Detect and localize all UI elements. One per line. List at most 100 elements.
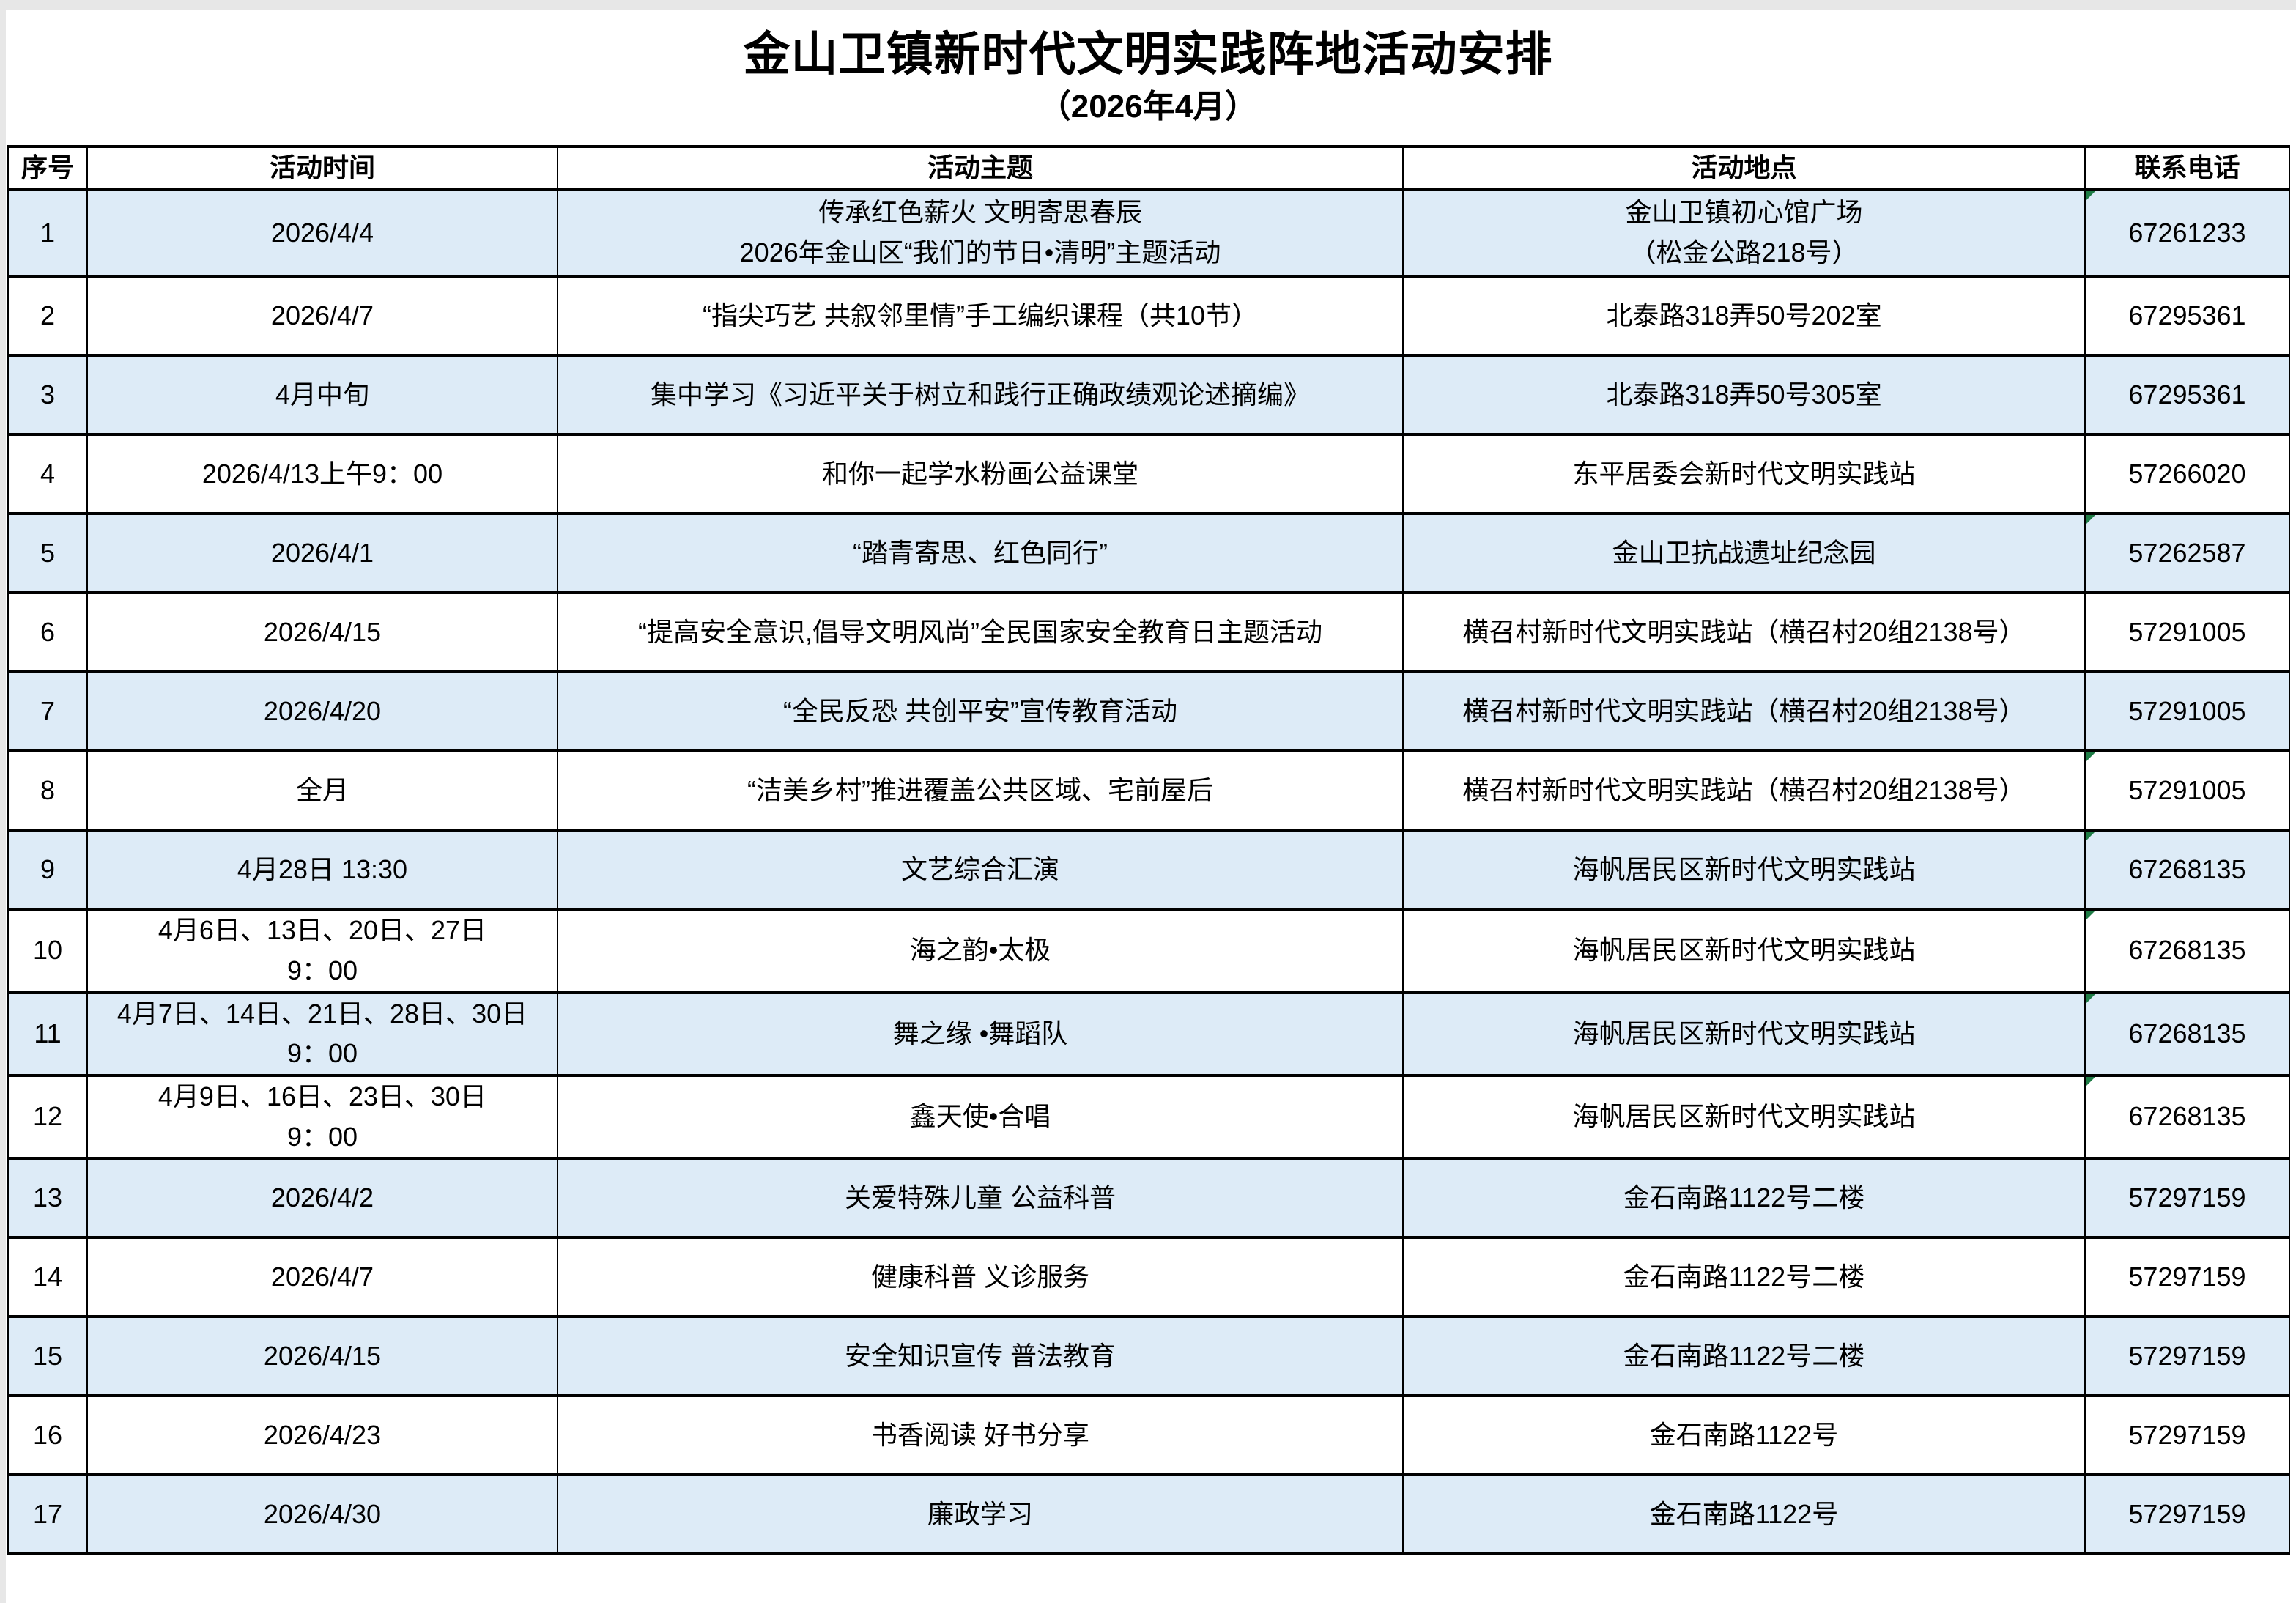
contact-phone-cell[interactable]: 57291005 bbox=[2084, 670, 2290, 753]
row-number-cell[interactable]: 13 bbox=[7, 1157, 88, 1240]
activity-theme-cell[interactable]: 海之韵•太极 bbox=[557, 908, 1404, 994]
activity-location-cell[interactable]: 横召村新时代文明实践站（横召村20组2138号） bbox=[1402, 591, 2086, 674]
activity-theme-cell[interactable]: 廉政学习 bbox=[557, 1473, 1404, 1556]
contact-phone-cell[interactable]: 57297159 bbox=[2084, 1236, 2290, 1319]
activity-theme-cell[interactable]: 集中学习《习近平关于树立和践行正确政绩观论述摘编》 bbox=[557, 354, 1404, 437]
activity-location-cell[interactable]: 北泰路318弄50号202室 bbox=[1402, 275, 2086, 358]
activity-location-cell[interactable]: 横召村新时代文明实践站（横召村20组2138号） bbox=[1402, 749, 2086, 832]
window-edge-left bbox=[0, 0, 6, 1603]
activity-time-cell[interactable]: 2026/4/15 bbox=[86, 1315, 558, 1398]
contact-phone-cell[interactable]: 67261233 bbox=[2084, 188, 2290, 278]
activity-time-cell[interactable]: 2026/4/30 bbox=[86, 1473, 558, 1556]
col-header-location[interactable]: 活动地点 bbox=[1402, 145, 2086, 192]
contact-phone-cell[interactable]: 57297159 bbox=[2084, 1473, 2290, 1556]
row-number-cell[interactable]: 5 bbox=[7, 512, 88, 595]
activity-location-cell[interactable]: 金山卫抗战遗址纪念园 bbox=[1402, 512, 2086, 595]
activity-theme-cell[interactable]: 舞之缘 •舞蹈队 bbox=[557, 991, 1404, 1077]
col-header-phone[interactable]: 联系电话 bbox=[2084, 145, 2290, 192]
activity-time-cell[interactable]: 2026/4/7 bbox=[86, 275, 558, 358]
row-number-cell[interactable]: 11 bbox=[7, 991, 88, 1077]
row-number-cell[interactable]: 7 bbox=[7, 670, 88, 753]
activity-location-cell[interactable]: 横召村新时代文明实践站（横召村20组2138号） bbox=[1402, 670, 2086, 753]
contact-phone-cell[interactable]: 57262587 bbox=[2084, 512, 2290, 595]
activity-time-cell[interactable]: 4月9日、16日、23日、30日 9：00 bbox=[86, 1073, 558, 1160]
activity-theme-cell[interactable]: “全民反恐 共创平安”宣传教育活动 bbox=[557, 670, 1404, 753]
activity-time-cell[interactable]: 4月7日、14日、21日、28日、30日 9：00 bbox=[86, 991, 558, 1077]
activity-location-cell[interactable]: 海帆居民区新时代文明实践站 bbox=[1402, 908, 2086, 994]
activity-location-cell[interactable]: 金石南路1122号 bbox=[1402, 1473, 2086, 1556]
row-number-cell[interactable]: 8 bbox=[7, 749, 88, 832]
contact-phone-cell[interactable]: 57297159 bbox=[2084, 1157, 2290, 1240]
row-number-cell[interactable]: 3 bbox=[7, 354, 88, 437]
activity-location-cell[interactable]: 海帆居民区新时代文明实践站 bbox=[1402, 1073, 2086, 1160]
activity-theme-cell[interactable]: “提高安全意识,倡导文明风尚”全民国家安全教育日主题活动 bbox=[557, 591, 1404, 674]
row-number-cell[interactable]: 2 bbox=[7, 275, 88, 358]
row-number-cell[interactable]: 15 bbox=[7, 1315, 88, 1398]
activity-time-cell[interactable]: 2026/4/7 bbox=[86, 1236, 558, 1319]
contact-phone-cell[interactable]: 67295361 bbox=[2084, 354, 2290, 437]
table-row: 13 2026/4/2 关爱特殊儿童 公益科普 金石南路1122号二楼 57297159 bbox=[7, 1157, 2290, 1240]
activity-time-cell[interactable]: 2026/4/1 bbox=[86, 512, 558, 595]
row-number-cell[interactable]: 1 bbox=[7, 188, 88, 278]
activity-time-cell[interactable]: 全月 bbox=[86, 749, 558, 832]
activity-location-cell[interactable]: 金石南路1122号二楼 bbox=[1402, 1236, 2086, 1319]
col-header-theme[interactable]: 活动主题 bbox=[557, 145, 1404, 192]
row-number-cell[interactable]: 12 bbox=[7, 1073, 88, 1160]
row-number-cell[interactable]: 6 bbox=[7, 591, 88, 674]
activity-location-cell[interactable]: 北泰路318弄50号305室 bbox=[1402, 354, 2086, 437]
contact-phone-cell[interactable]: 67295361 bbox=[2084, 275, 2290, 358]
col-header-no[interactable]: 序号 bbox=[7, 145, 88, 192]
activity-theme-cell[interactable]: 鑫天使•合唱 bbox=[557, 1073, 1404, 1160]
row-number-cell[interactable]: 17 bbox=[7, 1473, 88, 1556]
activity-table: 序号 活动时间 活动主题 活动地点 联系电话 1 2026/4/4 传承红色薪火 文… bbox=[7, 145, 2290, 1556]
contact-phone-cell[interactable]: 67268135 bbox=[2084, 908, 2290, 994]
activity-time-cell[interactable]: 4月28日 13:30 bbox=[86, 829, 558, 911]
table-row: 1 2026/4/4 传承红色薪火 文明寄思春辰 2026年金山区“我们的节日•清明”… bbox=[7, 188, 2290, 278]
activity-theme-cell[interactable]: 书香阅读 好书分享 bbox=[557, 1394, 1404, 1477]
activity-time-cell[interactable]: 2026/4/23 bbox=[86, 1394, 558, 1477]
activity-location-cell[interactable]: 金石南路1122号二楼 bbox=[1402, 1315, 2086, 1398]
cell-flag-triangle-icon bbox=[2086, 754, 2095, 763]
table-row: 14 2026/4/7 健康科普 义诊服务 金石南路1122号二楼 57297159 bbox=[7, 1236, 2290, 1319]
activity-time-cell[interactable]: 2026/4/20 bbox=[86, 670, 558, 753]
activity-location-cell[interactable]: 金石南路1122号二楼 bbox=[1402, 1157, 2086, 1240]
activity-theme-cell[interactable]: “指尖巧艺 共叙邻里情”手工编织课程（共10节） bbox=[557, 275, 1404, 358]
activity-time-cell[interactable]: 2026/4/4 bbox=[86, 188, 558, 278]
activity-time-cell[interactable]: 2026/4/13上午9：00 bbox=[86, 433, 558, 516]
row-number-cell[interactable]: 10 bbox=[7, 908, 88, 994]
activity-theme-cell[interactable]: 文艺综合汇演 bbox=[557, 829, 1404, 911]
activity-theme-cell[interactable]: 传承红色薪火 文明寄思春辰 2026年金山区“我们的节日•清明”主题活动 bbox=[557, 188, 1404, 278]
activity-location-cell[interactable]: 东平居委会新时代文明实践站 bbox=[1402, 433, 2086, 516]
activity-theme-cell[interactable]: “踏青寄思、红色同行” bbox=[557, 512, 1404, 595]
contact-phone-cell[interactable]: 57297159 bbox=[2084, 1315, 2290, 1398]
activity-location-cell[interactable]: 金山卫镇初心馆广场 （松金公路218号） bbox=[1402, 188, 2086, 278]
activity-location-cell[interactable]: 金石南路1122号 bbox=[1402, 1394, 2086, 1477]
activity-location-cell[interactable]: 海帆居民区新时代文明实践站 bbox=[1402, 991, 2086, 1077]
contact-phone-cell[interactable]: 57291005 bbox=[2084, 591, 2290, 674]
activity-theme-cell[interactable]: 和你一起学水粉画公益课堂 bbox=[557, 433, 1404, 516]
contact-phone-cell[interactable]: 67268135 bbox=[2084, 829, 2290, 911]
window-edge-top bbox=[0, 0, 2296, 10]
activity-theme-cell[interactable]: “洁美乡村”推进覆盖公共区域、宅前屋后 bbox=[557, 749, 1404, 832]
contact-phone-cell[interactable]: 67268135 bbox=[2084, 1073, 2290, 1160]
activity-theme-cell[interactable]: 健康科普 义诊服务 bbox=[557, 1236, 1404, 1319]
contact-phone-cell[interactable]: 57297159 bbox=[2084, 1394, 2290, 1477]
activity-theme-cell[interactable]: 关爱特殊儿童 公益科普 bbox=[557, 1157, 1404, 1240]
activity-location-cell[interactable]: 海帆居民区新时代文明实践站 bbox=[1402, 829, 2086, 911]
table-row: 5 2026/4/1 “踏青寄思、红色同行” 金山卫抗战遗址纪念园 57262587 bbox=[7, 512, 2290, 595]
activity-time-cell[interactable]: 4月中旬 bbox=[86, 354, 558, 437]
row-number-cell[interactable]: 9 bbox=[7, 829, 88, 911]
activity-theme-cell[interactable]: 安全知识宣传 普法教育 bbox=[557, 1315, 1404, 1398]
activity-time-cell[interactable]: 2026/4/2 bbox=[86, 1157, 558, 1240]
contact-phone-cell[interactable]: 57266020 bbox=[2084, 433, 2290, 516]
row-number-cell[interactable]: 14 bbox=[7, 1236, 88, 1319]
row-number-cell[interactable]: 16 bbox=[7, 1394, 88, 1477]
table-body: 1 2026/4/4 传承红色薪火 文明寄思春辰 2026年金山区“我们的节日•清明”… bbox=[7, 188, 2290, 1556]
contact-phone-cell[interactable]: 57291005 bbox=[2084, 749, 2290, 832]
col-header-time[interactable]: 活动时间 bbox=[86, 145, 558, 192]
contact-phone-cell[interactable]: 67268135 bbox=[2084, 991, 2290, 1077]
activity-time-cell[interactable]: 4月6日、13日、20日、27日 9：00 bbox=[86, 908, 558, 994]
row-number-cell[interactable]: 4 bbox=[7, 433, 88, 516]
spreadsheet-page: 金山卫镇新时代文明实践阵地活动安排 （2026年4月） 序号 活动时间 活动主题… bbox=[6, 10, 2290, 1556]
activity-time-cell[interactable]: 2026/4/15 bbox=[86, 591, 558, 674]
